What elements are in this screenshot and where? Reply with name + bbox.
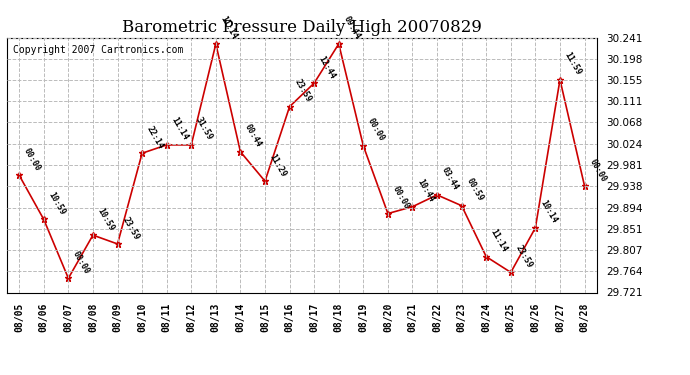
Text: 10:59: 10:59 [96, 206, 116, 232]
Text: 11:14: 11:14 [489, 228, 509, 254]
Text: 00:44: 00:44 [243, 123, 264, 149]
Text: 22:14: 22:14 [145, 124, 165, 150]
Text: 00:00: 00:00 [71, 249, 92, 276]
Text: 23:59: 23:59 [120, 215, 141, 241]
Text: 00:00: 00:00 [22, 146, 42, 172]
Text: 00:00: 00:00 [587, 157, 608, 183]
Text: 12:44: 12:44 [317, 54, 337, 80]
Text: 00:59: 00:59 [464, 177, 485, 203]
Text: 10:44: 10:44 [415, 178, 435, 204]
Text: 11:59: 11:59 [563, 51, 583, 77]
Text: 10:59: 10:59 [46, 190, 67, 217]
Title: Barometric Pressure Daily High 20070829: Barometric Pressure Daily High 20070829 [122, 19, 482, 36]
Text: 10:14: 10:14 [538, 199, 558, 225]
Text: 11:29: 11:29 [268, 152, 288, 178]
Text: 23:59: 23:59 [293, 78, 313, 104]
Text: 03:44: 03:44 [440, 166, 460, 192]
Text: 23:59: 23:59 [513, 243, 534, 270]
Text: 11:14: 11:14 [219, 15, 239, 41]
Text: 00:00: 00:00 [366, 117, 386, 143]
Text: Copyright 2007 Cartronics.com: Copyright 2007 Cartronics.com [13, 45, 183, 55]
Text: 11:14: 11:14 [170, 116, 190, 142]
Text: 00:00: 00:00 [391, 184, 411, 211]
Text: 09:44: 09:44 [342, 15, 362, 41]
Text: 31:59: 31:59 [194, 116, 215, 142]
